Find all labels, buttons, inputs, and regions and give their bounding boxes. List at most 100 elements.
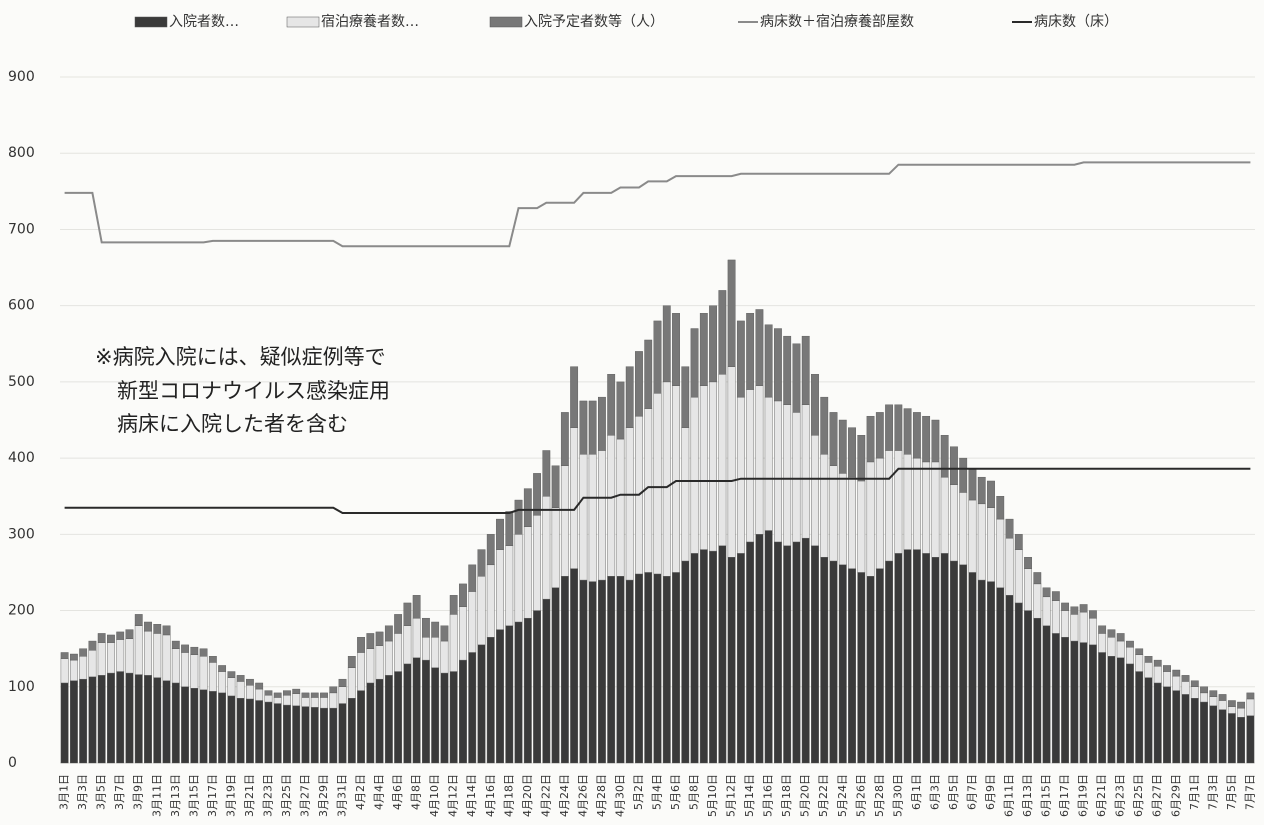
bar-segment [255, 682, 264, 690]
bar-segment [838, 564, 847, 764]
x-tick-label: 5月2日 [632, 774, 645, 810]
bar-segment [560, 412, 569, 466]
bar-segment [283, 690, 291, 696]
y-tick-label: 500 [8, 374, 35, 390]
x-tick-label: 7月5日 [1225, 774, 1238, 810]
bar-segment [977, 476, 986, 505]
bar-segment [1237, 701, 1246, 709]
bar-segment [1116, 657, 1125, 764]
bar-segment [625, 579, 634, 764]
bar-segment [755, 309, 764, 386]
bar-segment [1126, 663, 1134, 764]
bar-segment [1163, 671, 1171, 687]
bar-segment [690, 553, 699, 764]
bar-segment [1172, 690, 1181, 764]
bar-segment [1014, 549, 1023, 604]
bar-segment [412, 657, 421, 764]
bar-segment [1190, 686, 1199, 699]
bar-segment [264, 694, 273, 703]
bar-segment [820, 557, 829, 764]
bar-segment [829, 560, 838, 764]
bar-segment [468, 564, 477, 592]
x-tick-label: 4月18日 [502, 774, 515, 817]
bar-segment [570, 427, 579, 569]
y-tick-label: 800 [8, 145, 35, 161]
bar-segment [162, 680, 171, 764]
x-tick-label: 6月17日 [1058, 774, 1071, 817]
bar-segment [1209, 696, 1218, 707]
bar-segment [1088, 617, 1097, 646]
bar-segment [792, 343, 801, 413]
bar-segment [1190, 680, 1199, 687]
bar-segment [644, 339, 653, 409]
bar-segment [505, 545, 514, 626]
bar-segment [950, 560, 958, 764]
bar-segment [570, 366, 579, 428]
bar-segment [1153, 659, 1162, 667]
bar-segment [459, 606, 467, 661]
bar-segment [653, 573, 662, 764]
bar-segment [1153, 682, 1162, 764]
x-tick-label: 4月28日 [595, 774, 608, 817]
y-tick-label: 400 [8, 450, 35, 466]
bar-segment [1181, 681, 1190, 695]
bar-segment [199, 648, 208, 657]
bar-segment [1024, 557, 1032, 569]
bar-segment [273, 697, 282, 704]
bar-segment [283, 704, 291, 764]
bar-segment [1088, 644, 1097, 764]
bar-segment [69, 659, 78, 681]
x-tick-label: 5月20日 [799, 774, 812, 817]
bar-segment [644, 572, 653, 764]
bar-segment [1014, 602, 1023, 764]
bar-segment [625, 366, 634, 428]
bar-segment [903, 408, 912, 455]
bar-segment [718, 545, 727, 764]
bar-segment [811, 545, 819, 764]
bar-segment [792, 412, 801, 543]
bar-segment [848, 427, 856, 478]
bar-segment [746, 541, 755, 764]
bar-segment [931, 461, 940, 558]
x-tick-label: 3月21日 [243, 774, 256, 817]
bar-segment [866, 576, 875, 764]
bar-segment [208, 656, 217, 663]
bar-segment [125, 629, 134, 639]
bar-segment [181, 686, 189, 764]
bar-segment [1070, 614, 1079, 642]
bar-segment [1135, 654, 1144, 672]
x-tick-label: 4月16日 [484, 774, 497, 817]
bar-segment [153, 633, 162, 678]
bar-segment [273, 692, 282, 698]
bar-segment [1051, 633, 1060, 764]
bar-segment [1033, 617, 1042, 764]
bar-segment [922, 415, 931, 463]
bar-segment [1098, 633, 1107, 653]
bar-segment [384, 625, 393, 642]
x-tick-label: 3月19日 [224, 774, 237, 817]
bar-segment [1061, 602, 1070, 611]
bar-segment [292, 705, 301, 764]
bar-segment [968, 499, 977, 573]
bar-segment [1107, 637, 1116, 657]
bar-segment [366, 648, 375, 684]
bar-segment [218, 671, 227, 694]
bar-segment [894, 450, 903, 554]
x-tick-label: 5月18日 [780, 774, 793, 817]
bar-segment [384, 675, 393, 764]
bar-segment [162, 634, 171, 681]
bar-segment [653, 320, 662, 394]
annotation: 病床に入院した者を含む [117, 412, 348, 436]
bar-segment [134, 614, 143, 626]
bar-segment [310, 692, 319, 698]
bar-segment [820, 454, 829, 558]
bar-segment [746, 389, 755, 543]
bar-segment [894, 553, 903, 764]
bar-segment [774, 400, 782, 543]
bar-segment [514, 534, 523, 623]
bar-segment [885, 560, 893, 764]
x-tick-label: 3月15日 [187, 774, 200, 817]
bar-segment [79, 678, 88, 764]
bar-segment [468, 652, 477, 764]
bar-segment [662, 305, 671, 383]
